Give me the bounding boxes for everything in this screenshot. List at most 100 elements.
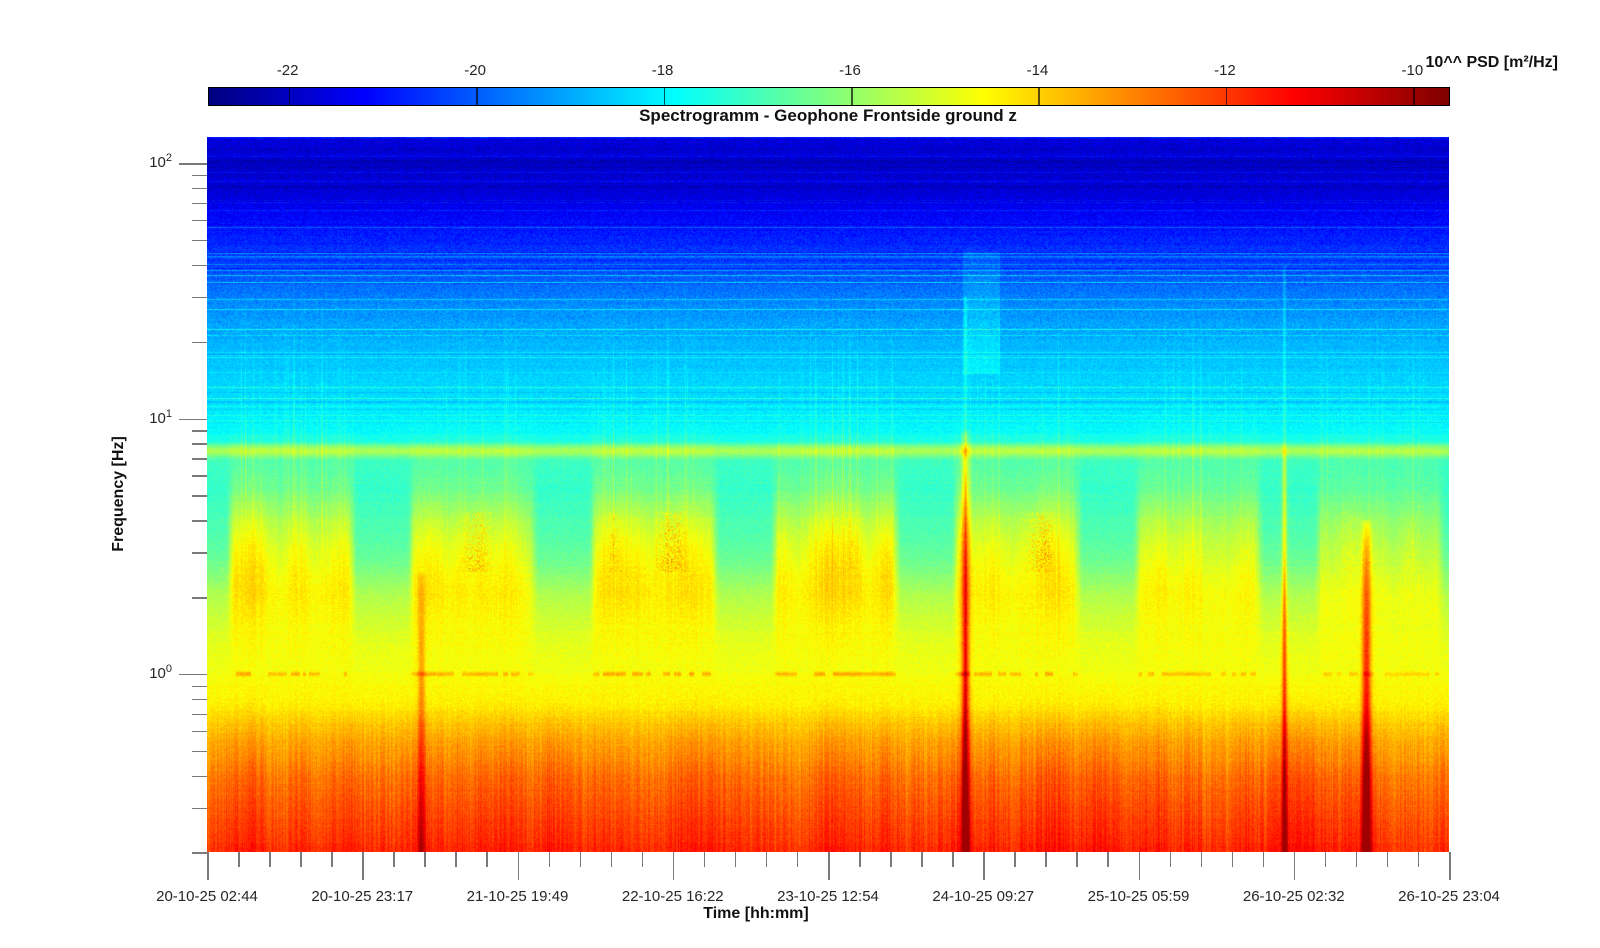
x-minor-tick <box>796 852 799 867</box>
colorbar-tick-label: -18 <box>651 62 674 79</box>
x-minor-tick <box>238 852 240 867</box>
y-minor-tick <box>192 187 207 190</box>
x-minor-tick <box>1076 852 1078 867</box>
colorbar-tick-label: -22 <box>276 62 299 79</box>
chart-title: Spectrogramm - Geophone Frontside ground… <box>639 106 1017 125</box>
y-minor-tick <box>192 475 207 477</box>
y-minor-tick <box>192 264 207 267</box>
x-major-tick <box>828 852 830 880</box>
colorbar-title: 10^^ PSD [m²/Hz] <box>1425 54 1558 71</box>
x-tick-label: 22-10-25 16:22 <box>621 888 724 905</box>
colorbar-tick <box>476 88 478 105</box>
colorbar-gradient <box>209 88 1449 105</box>
x-minor-tick <box>1417 852 1420 867</box>
x-minor-tick <box>1045 852 1047 867</box>
y-minor-tick <box>192 775 207 778</box>
x-minor-tick <box>765 852 768 867</box>
colorbar-tick-label: -14 <box>1026 62 1049 79</box>
x-tick-label: 24-10-25 09:27 <box>932 888 1035 905</box>
x-tick-label: 26-10-25 23:04 <box>1398 888 1500 905</box>
colorbar <box>208 87 1450 106</box>
x-minor-tick <box>641 852 644 867</box>
x-major-tick <box>1293 852 1296 880</box>
y-minor-tick <box>192 597 207 599</box>
x-minor-tick <box>1169 852 1172 867</box>
colorbar-tick <box>1225 88 1228 105</box>
x-minor-tick <box>393 852 395 867</box>
colorbar-tick <box>1413 88 1415 105</box>
x-major-tick <box>672 852 675 880</box>
x-minor-tick <box>1200 852 1203 867</box>
x-minor-tick <box>486 852 488 867</box>
x-major-tick <box>983 852 985 880</box>
y-minor-tick <box>192 443 207 445</box>
x-tick-label: 25-10-25 05:59 <box>1087 888 1190 905</box>
x-minor-tick <box>1262 852 1265 867</box>
y-minor-tick <box>192 174 207 177</box>
y-minor-tick <box>192 730 207 733</box>
x-minor-tick <box>952 852 954 867</box>
x-minor-tick <box>1014 852 1016 867</box>
x-minor-tick <box>1324 852 1327 867</box>
spectrogram-heatmap <box>207 137 1449 852</box>
x-minor-tick <box>1107 852 1109 867</box>
y-tick-label: 101 <box>149 407 172 427</box>
x-minor-tick <box>921 852 923 867</box>
y-tick-label: 100 <box>149 662 172 682</box>
colorbar-tick <box>288 88 291 105</box>
x-minor-tick <box>331 852 333 867</box>
x-major-tick <box>207 852 209 880</box>
x-minor-tick <box>455 852 457 867</box>
x-minor-tick <box>548 852 551 867</box>
y-minor-tick <box>192 807 207 810</box>
y-minor-tick <box>192 202 207 205</box>
y-minor-tick <box>192 341 207 344</box>
x-minor-tick <box>300 852 302 867</box>
x-tick-label: 20-10-25 02:44 <box>156 888 258 905</box>
x-minor-tick <box>734 852 737 867</box>
y-axis-label: Frequency [Hz] <box>110 436 127 552</box>
y-minor-tick <box>192 219 207 222</box>
x-minor-tick <box>579 852 582 867</box>
y-minor-tick <box>192 552 207 554</box>
colorbar-tick-label: -12 <box>1214 62 1236 79</box>
y-minor-tick <box>192 698 207 701</box>
x-tick-label: 21-10-25 19:49 <box>466 888 569 905</box>
colorbar-tick <box>663 88 666 105</box>
y-major-tick <box>179 163 207 165</box>
y-tick-label: 102 <box>149 152 172 172</box>
colorbar-tick <box>851 88 853 105</box>
y-minor-tick <box>192 458 207 460</box>
x-minor-tick <box>703 852 706 867</box>
y-minor-tick <box>192 239 207 242</box>
y-major-tick <box>179 418 207 420</box>
y-minor-tick <box>192 430 207 432</box>
y-minor-tick <box>192 713 207 716</box>
x-minor-tick <box>1231 852 1234 867</box>
y-major-tick <box>179 673 207 676</box>
x-minor-tick <box>1386 852 1389 867</box>
y-minor-tick <box>192 520 207 522</box>
x-minor-tick <box>269 852 271 867</box>
x-minor-tick <box>859 852 861 867</box>
x-minor-tick <box>610 852 613 867</box>
colorbar-tick <box>1038 88 1040 105</box>
x-major-tick <box>1138 852 1140 880</box>
y-minor-tick <box>192 685 207 688</box>
colorbar-tick-label: -10 <box>1401 62 1424 79</box>
x-major-tick <box>1449 852 1451 880</box>
y-minor-tick <box>192 296 207 299</box>
x-major-tick <box>517 852 519 880</box>
x-axis-label: Time [hh:mm] <box>703 905 809 922</box>
x-minor-tick <box>1355 852 1358 867</box>
x-tick-label: 26-10-25 02:32 <box>1242 888 1345 905</box>
x-major-tick <box>362 852 364 880</box>
x-tick-label: 20-10-25 23:17 <box>311 888 414 905</box>
colorbar-tick-label: -20 <box>464 62 486 79</box>
y-minor-tick <box>192 495 207 497</box>
y-minor-tick <box>192 852 207 854</box>
x-minor-tick <box>890 852 892 867</box>
colorbar-tick-label: -16 <box>839 62 861 79</box>
y-minor-tick <box>192 750 207 753</box>
